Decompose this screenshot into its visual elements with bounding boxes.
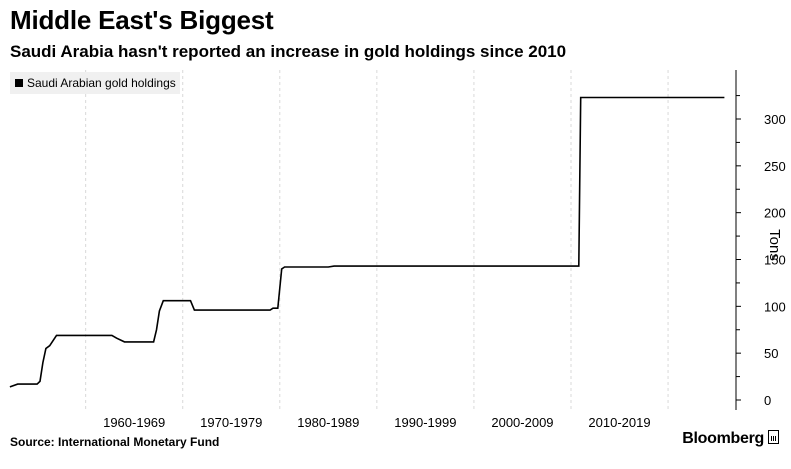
legend-swatch (15, 79, 23, 87)
x-tick-label: 2010-2019 (588, 415, 650, 430)
y-axis-label: Tons (766, 229, 783, 261)
x-tick-label: 1960-1969 (103, 415, 165, 430)
x-tick-label: 1970-1979 (200, 415, 262, 430)
x-tick-label: 2000-2009 (491, 415, 553, 430)
y-tick-label: 100 (764, 299, 786, 314)
brand-name: Bloomberg (682, 430, 764, 447)
legend-box (10, 72, 180, 94)
legend-label: Saudi Arabian gold holdings (27, 76, 176, 90)
chart-title: Middle East's Biggest (10, 5, 274, 35)
x-tick-label: 1980-1989 (297, 415, 359, 430)
y-tick-label: 50 (764, 346, 778, 361)
brand-logo: Bloomberg (682, 430, 779, 448)
series-line-0 (9, 96, 725, 388)
line-chart: 1960-1969 1970-1979 1980-1989 1990-1999 2000… (9, 70, 786, 430)
terminal-icon (768, 430, 779, 444)
y-tick-label: 0 (764, 393, 771, 408)
y-tick-label: 300 (764, 112, 786, 127)
source-note: Source: International Monetary Fund (10, 435, 220, 449)
x-tick-label: 1990-1999 (394, 415, 456, 430)
y-tick-label: 150 (764, 253, 786, 268)
chart-subtitle: Saudi Arabia hasn't reported an increase… (10, 42, 567, 61)
y-tick-label: 250 (764, 159, 786, 174)
y-tick-label: 200 (764, 206, 786, 221)
